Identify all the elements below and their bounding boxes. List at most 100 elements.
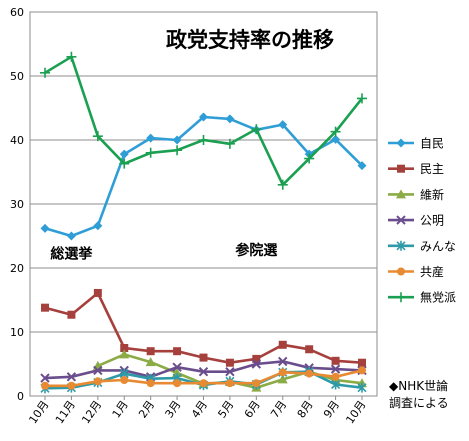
x-tick-label: 12月 [79,398,104,426]
data-point [225,358,234,367]
legend-label: 自民 [420,137,444,151]
y-tick-label: 50 [10,70,24,83]
data-point [93,365,103,376]
data-point [331,379,341,390]
data-point [358,366,366,375]
data-point [331,372,340,381]
x-tick-label: 6月 [242,398,263,420]
data-point [224,138,235,149]
data-point [199,112,208,122]
x-tick-label: 2月 [136,398,157,420]
x-tick-label: 8月 [295,398,316,420]
annotation: 総選挙 [50,245,93,262]
data-point [93,221,103,231]
data-point [119,349,130,359]
data-point [172,135,182,145]
data-point [92,131,103,142]
y-tick-label: 60 [10,6,24,19]
data-point [252,354,261,363]
data-point [251,359,262,369]
legend-label: 共産 [420,264,444,279]
y-tick-label: 0 [17,390,24,403]
data-point [40,373,50,383]
x-tick-label: 9月 [321,398,342,420]
data-point [41,381,49,390]
data-point [358,358,366,367]
data-point [305,369,314,378]
data-point [331,356,340,365]
series-6 [41,366,366,390]
chart-title: 政党支持率の推移 [166,28,334,52]
data-point [40,67,50,78]
x-tick-label: 10月 [343,398,368,426]
data-point [172,145,183,156]
legend-label: 維新 [420,187,444,202]
data-point [173,347,182,356]
legend-marker [396,292,406,303]
data-point [66,231,76,241]
data-point [251,124,262,135]
legend-label: 民主 [420,162,444,176]
data-point [198,366,209,377]
data-point [146,347,155,356]
data-point [145,147,156,158]
y-tick-label: 20 [10,262,24,275]
legend-marker [396,240,406,251]
x-tick-label: 10月 [26,398,51,426]
data-point [304,153,315,164]
data-point [67,310,76,319]
data-point [93,288,102,297]
data-point [278,340,287,349]
data-point [119,149,129,159]
data-point [41,303,49,312]
data-point [225,366,235,377]
data-point [199,379,208,388]
x-tick-label: 11月 [53,398,78,426]
source-note: ◆NHK世論 [389,378,448,393]
data-point [173,379,182,388]
data-point [278,120,288,130]
data-point [146,133,156,143]
data-point [66,372,77,382]
y-tick-label: 40 [10,134,24,147]
x-tick-label: 4月 [189,398,210,420]
legend-marker [396,189,406,199]
data-point [252,379,261,388]
legend-label: 無党派 [420,290,456,305]
legend-marker [396,215,406,225]
annotation: 参院選 [235,242,277,259]
legend-marker [397,267,405,276]
data-point [278,356,288,367]
legend-label: みんな [420,239,456,253]
data-point [93,377,102,386]
data-point [225,114,235,124]
y-tick-label: 10 [10,326,24,339]
data-point [330,364,341,374]
data-point [277,374,288,384]
data-point [357,93,367,104]
data-point [331,134,341,144]
data-point [198,135,209,145]
y-tick-label: 30 [10,198,24,211]
data-point [119,158,130,169]
legend-marker [397,164,405,173]
source-note: 調査による [389,396,449,410]
legend-label: 公明 [420,214,444,228]
data-point [330,126,341,137]
x-tick-label: 1月 [110,398,131,420]
data-point [278,368,287,377]
x-tick-label: 5月 [215,398,236,420]
data-point [40,223,50,233]
series-2 [41,288,366,367]
x-tick-label: 7月 [268,398,289,420]
data-point [199,353,208,362]
data-point [120,344,129,352]
data-point [120,376,129,384]
data-point [172,362,182,372]
data-point [67,381,76,390]
legend-marker [396,138,406,148]
data-point [225,379,234,388]
data-point [277,179,288,190]
